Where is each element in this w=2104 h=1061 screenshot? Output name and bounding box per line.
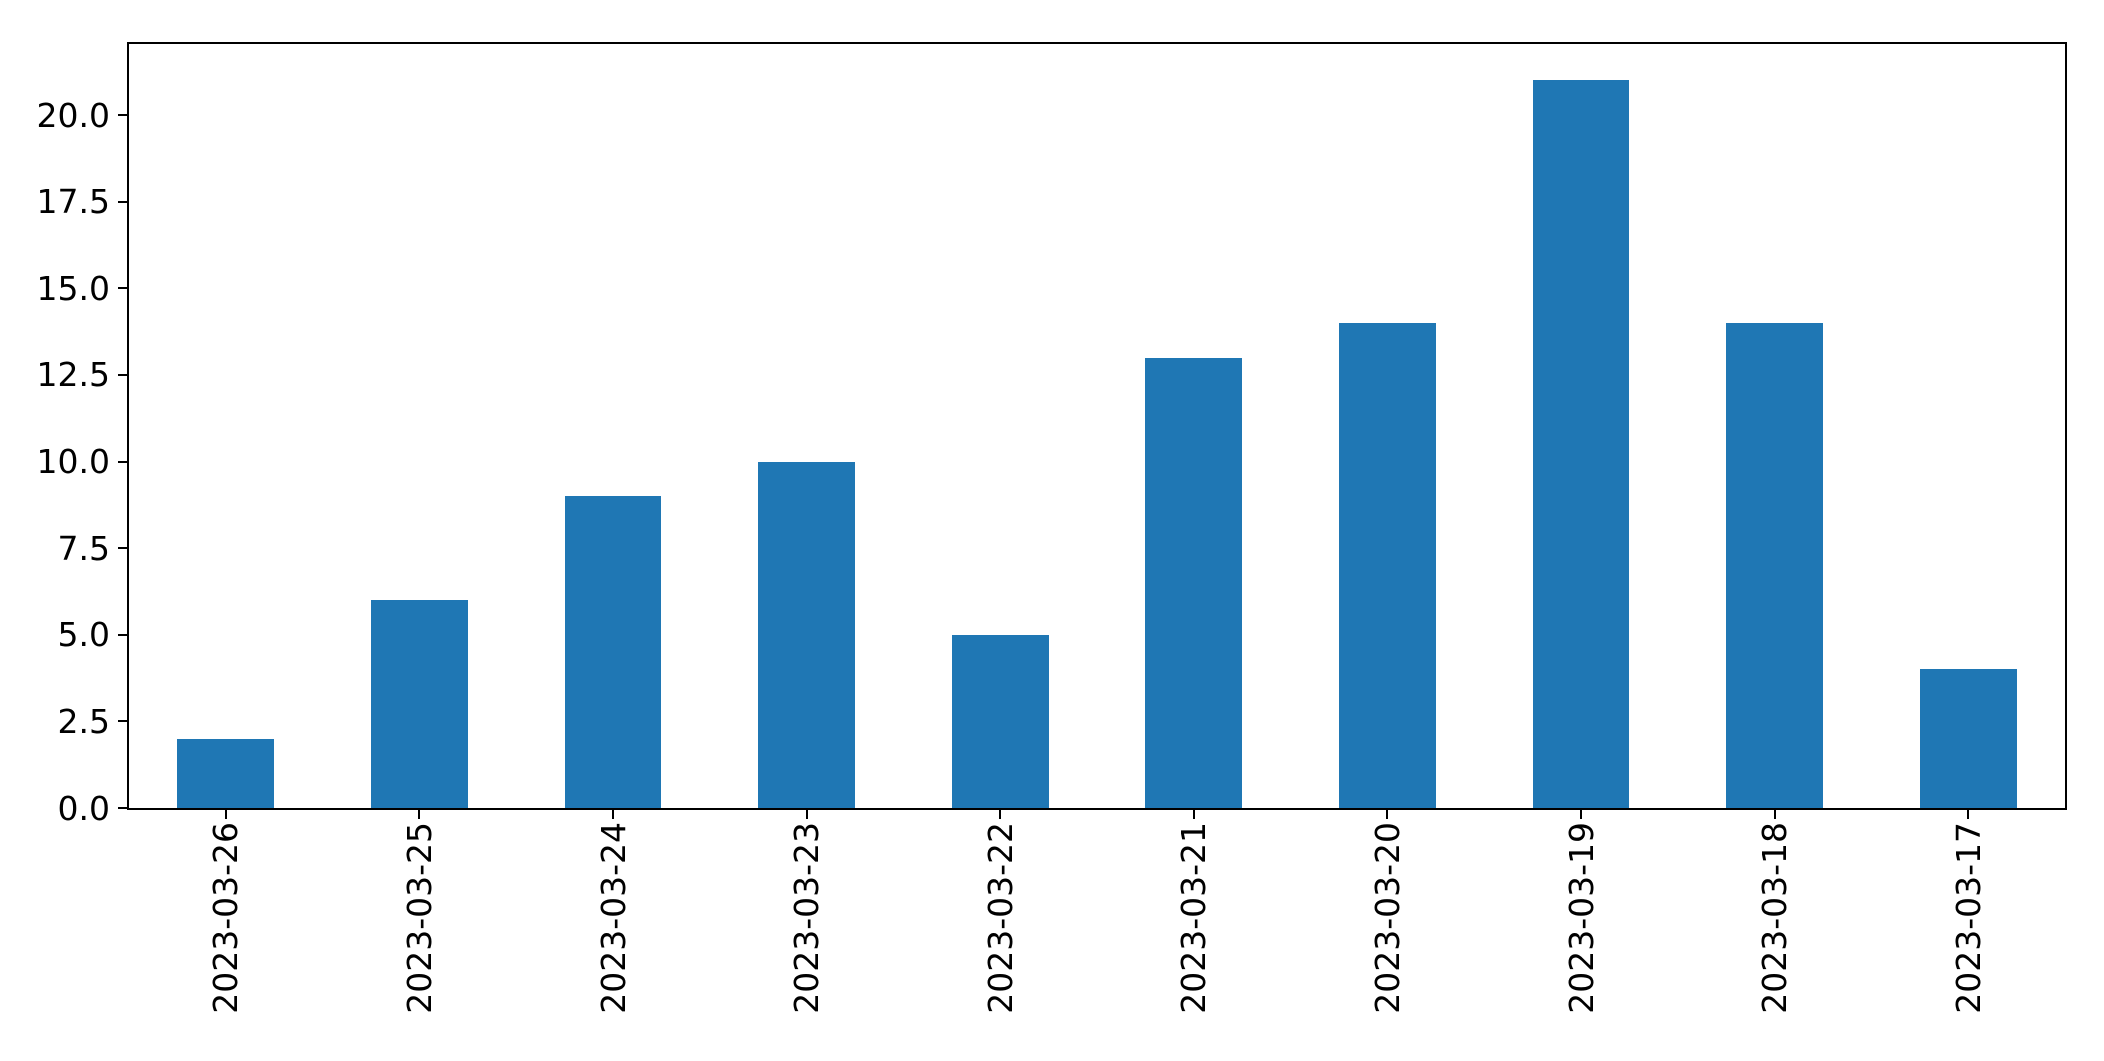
y-axis-tick-mark: [118, 200, 127, 203]
bar-2023-03-21: [1145, 357, 1243, 808]
x-axis-tick-mark: [999, 810, 1002, 819]
x-axis-tick-label: 2023-03-21: [1174, 822, 1214, 1014]
x-axis-tick-mark: [612, 810, 614, 819]
x-axis-tick-mark: [1386, 810, 1389, 819]
y-axis-tick-mark: [118, 720, 127, 723]
y-axis-tick-label: 5.0: [57, 615, 110, 655]
y-axis-tick-label: 12.5: [36, 355, 110, 395]
y-axis-tick-label: 20.0: [36, 95, 110, 135]
bar-2023-03-20: [1339, 322, 1436, 808]
bar-2023-03-24: [564, 496, 662, 808]
x-axis-tick-label: 2023-03-17: [1948, 822, 1988, 1014]
x-axis-tick-label: 2023-03-18: [1755, 822, 1795, 1014]
y-axis-tick-label: 0.0: [57, 788, 110, 828]
x-axis-tick-label: 2023-03-23: [787, 822, 827, 1014]
y-axis-tick-mark: [118, 460, 127, 463]
x-axis-tick-label: 2023-03-22: [980, 822, 1020, 1014]
x-axis-tick-mark: [1580, 810, 1582, 819]
plot-area: [127, 42, 2067, 810]
x-axis-tick-label: 2023-03-24: [593, 822, 633, 1014]
bar-2023-03-22: [951, 634, 1049, 808]
x-axis-tick-mark: [1192, 810, 1195, 819]
y-axis-tick-mark: [118, 807, 127, 809]
bar-2023-03-25: [371, 600, 468, 808]
x-axis-tick-label: 2023-03-19: [1561, 822, 1601, 1014]
y-axis-tick-label: 10.0: [36, 442, 110, 481]
y-axis-tick-mark: [118, 633, 127, 636]
bar-2023-03-19: [1532, 80, 1630, 808]
bar-2023-03-23: [758, 461, 855, 808]
y-axis-tick-mark: [118, 373, 127, 376]
x-axis-tick-label: 2023-03-20: [1367, 822, 1407, 1014]
x-axis-tick-mark: [1967, 810, 1970, 819]
x-axis-tick-label: 2023-03-26: [206, 822, 246, 1014]
y-axis-tick-label: 2.5: [57, 701, 110, 741]
x-axis-tick-mark: [224, 810, 227, 819]
y-axis-tick-mark: [118, 114, 127, 117]
x-axis-tick-mark: [1773, 810, 1776, 819]
bar-2023-03-17: [1919, 669, 2017, 808]
x-axis-tick-mark: [418, 810, 421, 819]
x-axis-tick-mark: [805, 810, 808, 819]
y-axis-tick-label: 7.5: [57, 528, 110, 568]
x-axis-tick-label: 2023-03-25: [399, 822, 439, 1014]
bar-2023-03-26: [177, 738, 275, 808]
y-axis-tick-mark: [118, 287, 127, 290]
y-axis-tick-label: 15.0: [36, 268, 110, 308]
y-axis-tick-label: 17.5: [36, 182, 110, 222]
y-axis-tick-mark: [118, 547, 127, 550]
bar-2023-03-18: [1726, 322, 1823, 808]
